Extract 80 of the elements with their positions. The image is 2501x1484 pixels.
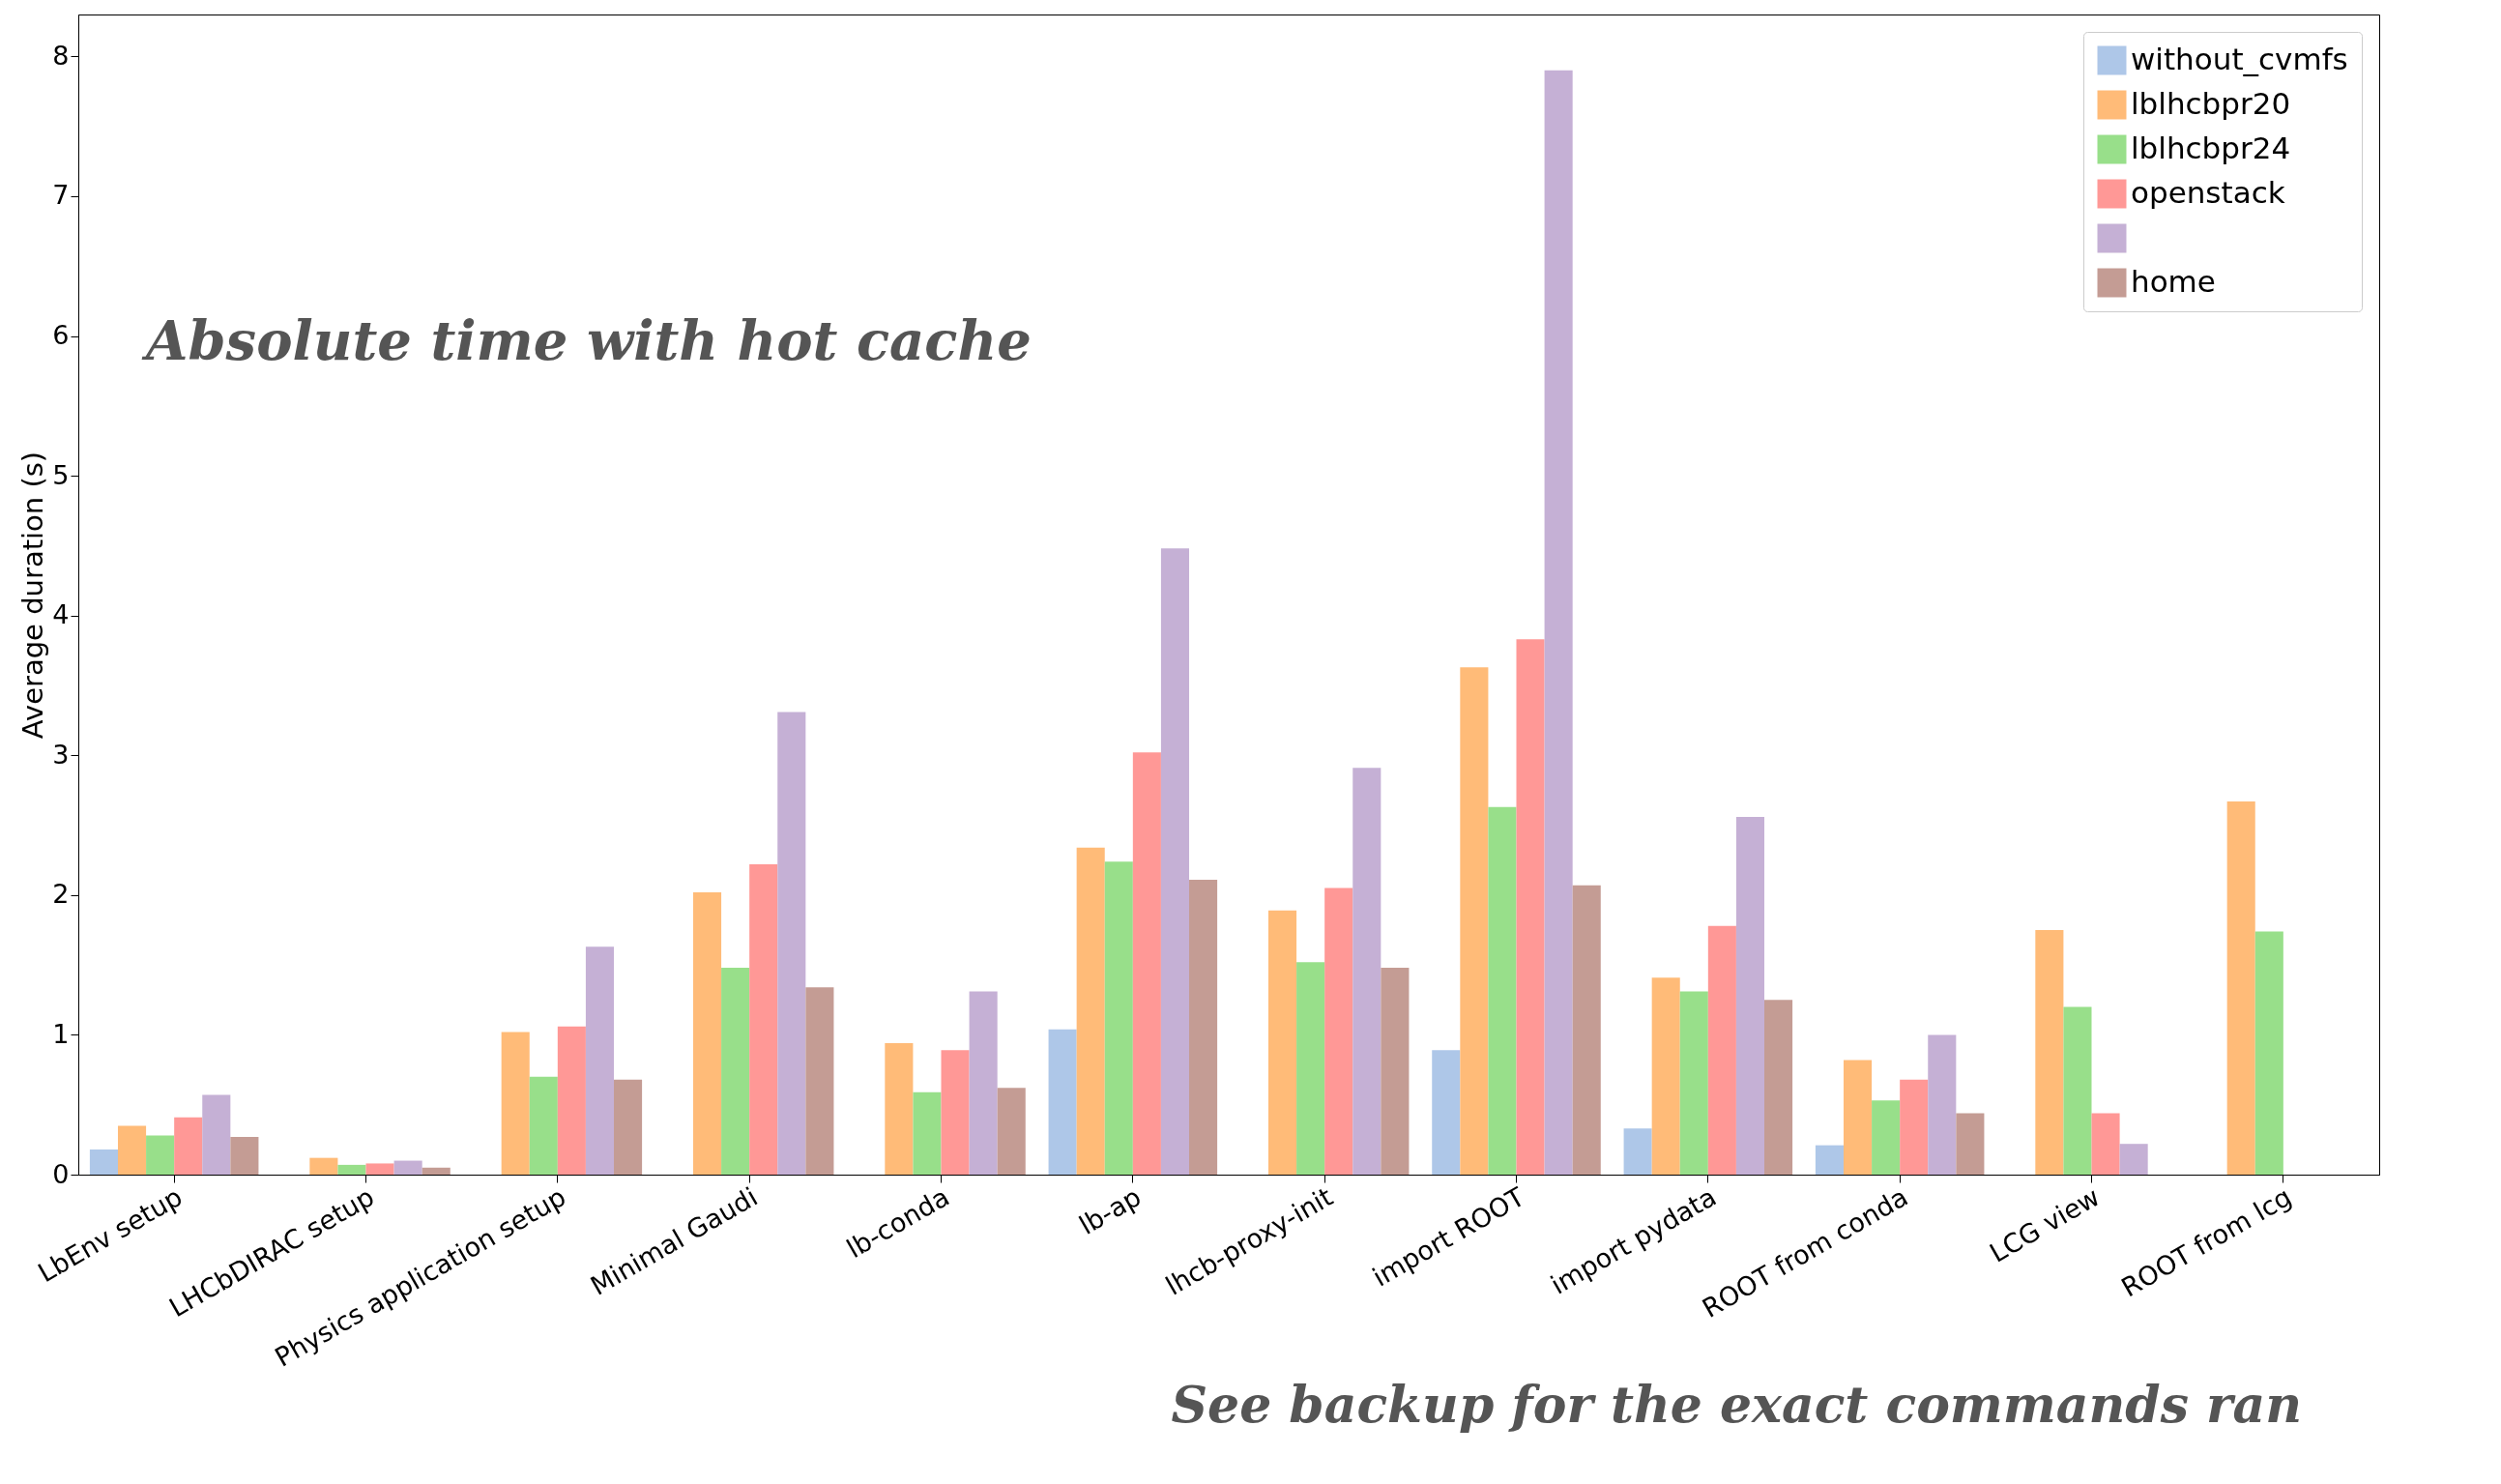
bar	[1189, 879, 1218, 1175]
bar	[202, 1094, 231, 1175]
bar	[365, 1163, 394, 1175]
bar	[1381, 968, 1410, 1175]
legend-label: lblhcbpr20	[2131, 85, 2291, 121]
bar	[1928, 1034, 1957, 1175]
bar	[2063, 1006, 2092, 1175]
bar	[1651, 977, 1680, 1175]
bar	[885, 1043, 914, 1175]
bar	[1843, 1060, 1873, 1175]
bar	[614, 1079, 643, 1175]
bar	[529, 1076, 558, 1175]
text: See backup for the exact commands ran	[1171, 1375, 2302, 1434]
bar	[1764, 1000, 1793, 1175]
bar	[1956, 1113, 1985, 1175]
y-tick-label: 5	[52, 459, 70, 490]
bar	[1132, 752, 1161, 1175]
bar	[557, 1026, 586, 1175]
bar	[117, 1125, 147, 1175]
bar	[1679, 991, 1708, 1175]
bar	[777, 712, 806, 1175]
bar	[2035, 929, 2064, 1175]
bar	[1544, 70, 1573, 1175]
bar	[1352, 768, 1381, 1175]
bar	[89, 1149, 118, 1175]
bar	[309, 1157, 338, 1175]
bar	[501, 1032, 530, 1175]
bar	[1572, 885, 1601, 1175]
bar	[1104, 861, 1133, 1175]
bar	[230, 1136, 259, 1175]
bar	[1900, 1079, 1929, 1175]
bar	[393, 1160, 422, 1175]
bar	[969, 991, 998, 1175]
bar	[2091, 1113, 2120, 1175]
bar	[2119, 1144, 2148, 1175]
bar	[1707, 925, 1736, 1175]
legend-label: openstack	[2131, 174, 2285, 210]
y-tick-label: 1	[52, 1018, 70, 1049]
bar	[1872, 1100, 1901, 1175]
legend-label: home	[2131, 263, 2216, 299]
y-tick-label: 3	[52, 739, 70, 770]
annotation: Absolute time with hot cache	[141, 308, 1032, 372]
y-tick-label: 8	[52, 40, 70, 71]
bar	[941, 1050, 970, 1175]
bar	[1516, 639, 1545, 1175]
bar	[174, 1117, 203, 1175]
bar	[1324, 887, 1353, 1175]
bar	[1623, 1128, 1652, 1175]
bar	[2254, 931, 2283, 1175]
bar	[1076, 847, 1105, 1175]
y-tick-label: 0	[52, 1158, 70, 1189]
bar	[1432, 1050, 1461, 1175]
bar	[692, 891, 722, 1175]
bar	[422, 1167, 451, 1175]
bar	[1735, 816, 1765, 1175]
bar	[1048, 1029, 1077, 1175]
y-tick-label: 7	[52, 180, 70, 211]
y-tick-label: 6	[52, 320, 70, 351]
bar	[721, 968, 750, 1175]
bar	[585, 946, 615, 1175]
x-tick-label: LCG view	[1984, 1181, 2105, 1268]
bar	[1267, 910, 1297, 1175]
bar	[1296, 962, 1325, 1175]
bar	[1815, 1145, 1844, 1175]
x-tick-label: lb-ap	[1073, 1181, 1147, 1240]
bar	[913, 1091, 942, 1175]
bar	[1488, 806, 1517, 1175]
y-tick-label: 2	[52, 879, 70, 910]
bar	[997, 1088, 1026, 1175]
bar	[2226, 800, 2255, 1175]
legend-label: lblhcbpr24	[2131, 130, 2291, 165]
bar	[337, 1164, 366, 1175]
legend-label: without_cvmfs	[2131, 41, 2348, 76]
y-tick-label: 4	[52, 599, 70, 630]
bar	[146, 1135, 175, 1175]
bar	[749, 864, 778, 1175]
bar	[805, 987, 834, 1175]
bar	[1460, 667, 1489, 1175]
bar	[1160, 548, 1190, 1175]
y-axis-title: Average duration (s)	[16, 451, 50, 740]
